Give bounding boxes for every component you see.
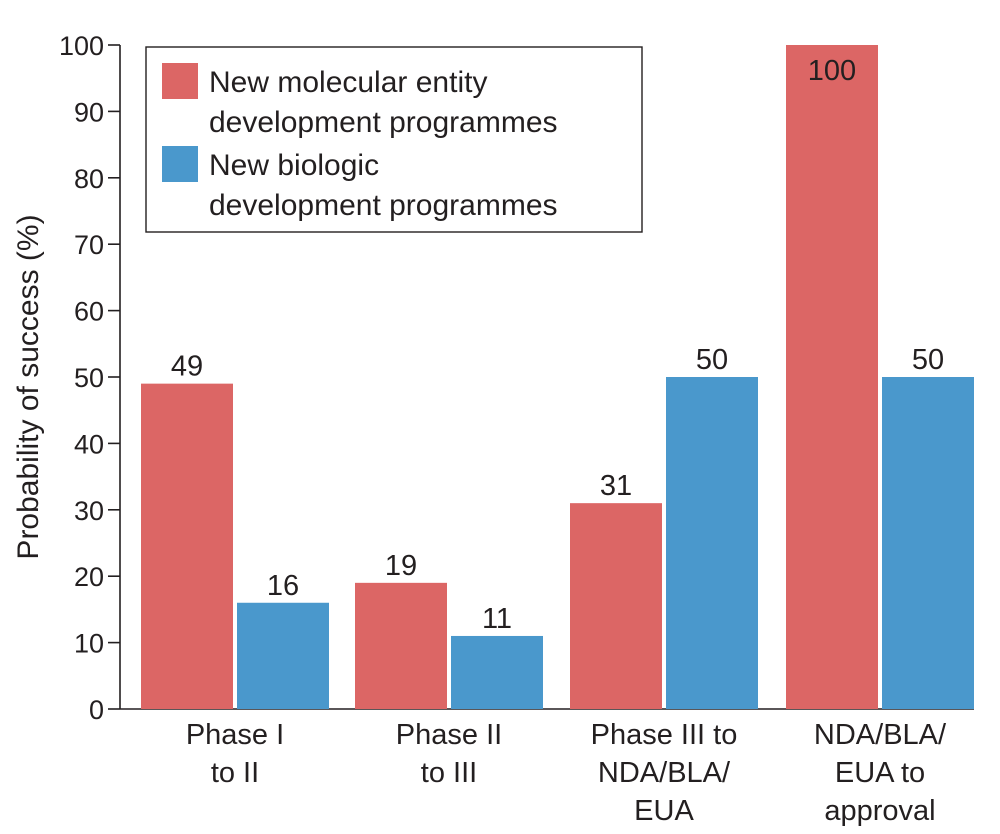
data-label: 49 (171, 351, 203, 383)
category-label: EUA (634, 795, 694, 827)
y-tick-label: 40 (74, 429, 104, 459)
legend-label: development programmes (209, 189, 558, 222)
y-tick-label: 50 (74, 363, 104, 393)
category-label: NDA/BLA/ (814, 719, 947, 751)
bar (355, 582, 447, 709)
data-label: 50 (912, 344, 944, 376)
y-tick-label: 30 (74, 496, 104, 526)
category-label: NDA/BLA/ (598, 757, 731, 789)
y-tick-label: 60 (74, 297, 104, 327)
bars (141, 45, 974, 709)
axes: 0 10 20 30 40 50 60 70 80 90 100 Probability of suc… (12, 31, 974, 725)
data-label: 11 (482, 603, 512, 635)
category-label: to III (421, 757, 477, 789)
data-label: 100 (808, 55, 856, 87)
legend-label: New molecular entity (209, 66, 487, 99)
y-axis-title: Probability of success (%) (12, 214, 45, 559)
y-tick-label: 20 (74, 562, 104, 592)
data-labels: 49 16 19 11 31 50 100 50 (171, 55, 944, 635)
bar (141, 383, 233, 709)
legend-swatch (162, 63, 198, 99)
legend-label: development programmes (209, 106, 558, 139)
y-tick-label: 10 (74, 629, 104, 659)
legend: New molecular entity development programm… (145, 46, 643, 233)
data-label: 31 (600, 470, 632, 502)
bar (237, 602, 329, 709)
y-tick-label: 80 (74, 164, 104, 194)
legend-label: New biologic (209, 149, 379, 182)
data-label: 19 (385, 550, 417, 582)
bar (786, 45, 878, 709)
data-label: 16 (267, 570, 299, 602)
legend-swatch (162, 146, 198, 182)
y-tick-label: 70 (74, 230, 104, 260)
category-label: Phase I (186, 719, 284, 751)
category-labels: Phase I to II Phase II to III Phase III to ND… (186, 719, 947, 827)
bar (451, 635, 543, 709)
category-label: EUA to (835, 757, 925, 789)
bar (666, 377, 758, 709)
y-tick-label: 0 (89, 695, 104, 725)
y-tick-label: 100 (59, 31, 104, 61)
bar (882, 377, 974, 709)
bar (570, 503, 662, 709)
legend-box (145, 46, 643, 233)
category-label: Phase III to (591, 719, 738, 751)
category-label: Phase II (396, 719, 502, 751)
category-label: to II (211, 757, 259, 789)
category-label: approval (824, 795, 935, 827)
data-label: 50 (696, 344, 728, 376)
y-tick-label: 90 (74, 97, 104, 127)
